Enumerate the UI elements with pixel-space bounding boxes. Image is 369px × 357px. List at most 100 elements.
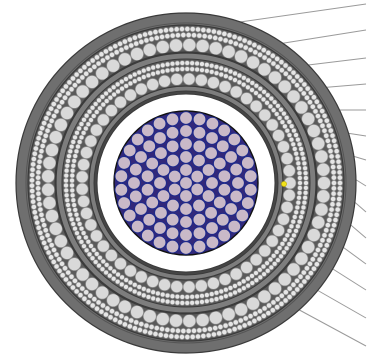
wire	[266, 302, 273, 309]
wire	[191, 32, 197, 39]
outer-armour-wires	[41, 38, 331, 328]
wire	[321, 232, 328, 239]
wire	[213, 70, 220, 76]
leader-line	[277, 29, 367, 45]
wire	[274, 111, 280, 117]
wire	[77, 195, 90, 208]
wire	[336, 185, 343, 192]
wire	[319, 108, 326, 115]
wire	[313, 98, 320, 105]
wire	[65, 202, 71, 208]
wire	[217, 36, 224, 43]
wire	[286, 74, 293, 81]
wire	[189, 26, 196, 33]
wire	[325, 237, 332, 244]
wire	[170, 280, 184, 293]
wire	[245, 275, 251, 282]
wire	[102, 48, 109, 55]
conductor-strand	[205, 221, 219, 235]
conductor-strand	[227, 219, 242, 234]
wire	[78, 134, 85, 141]
wire	[332, 217, 339, 224]
wire	[297, 175, 303, 181]
wire	[184, 60, 190, 66]
wire	[67, 211, 73, 218]
wire	[118, 313, 125, 320]
wire	[257, 62, 272, 77]
wire	[78, 239, 85, 245]
wire	[38, 211, 45, 218]
wire	[37, 206, 44, 213]
wire	[35, 174, 42, 181]
wire	[309, 256, 316, 263]
wire	[278, 59, 285, 66]
wire	[72, 134, 78, 141]
wire	[103, 269, 109, 276]
wire	[184, 334, 191, 340]
wire	[71, 82, 78, 89]
wire	[141, 286, 147, 292]
wire	[270, 299, 277, 306]
wire	[301, 199, 308, 206]
wire	[208, 41, 223, 56]
wire	[222, 322, 229, 329]
wire	[180, 328, 187, 334]
wire	[53, 263, 60, 270]
wire	[268, 70, 282, 85]
wire	[70, 221, 76, 227]
wire	[221, 307, 236, 322]
wire	[63, 83, 69, 90]
wire	[114, 81, 121, 88]
wire	[85, 239, 92, 245]
wire	[249, 280, 256, 286]
conductor-strand	[179, 124, 193, 138]
wire	[66, 280, 73, 287]
wire	[148, 36, 155, 43]
wire	[249, 273, 255, 279]
wire	[132, 78, 138, 84]
wire	[201, 326, 208, 333]
wire	[316, 189, 331, 204]
wire	[316, 103, 323, 110]
wire	[96, 113, 110, 127]
conductor-strand	[201, 189, 216, 203]
wire	[100, 101, 106, 108]
wire	[35, 196, 42, 202]
wire	[35, 180, 41, 186]
wire	[87, 292, 94, 299]
wire	[99, 266, 106, 272]
wire	[124, 264, 137, 278]
wire	[195, 26, 201, 33]
wire	[296, 190, 303, 196]
wire	[249, 253, 263, 267]
wire	[194, 299, 200, 306]
wire	[212, 34, 219, 41]
wire	[83, 289, 90, 296]
wire	[90, 123, 103, 137]
wire	[92, 259, 99, 265]
wire	[106, 293, 121, 308]
wire	[301, 240, 316, 254]
wire	[123, 44, 130, 51]
wire	[274, 304, 281, 311]
wire	[84, 218, 98, 232]
wire	[48, 105, 55, 112]
wire	[246, 55, 260, 70]
conductor-strand	[179, 202, 193, 216]
wire	[286, 119, 293, 125]
wire	[115, 88, 121, 95]
wire	[253, 83, 260, 89]
wire	[30, 161, 37, 168]
wire	[316, 162, 331, 177]
wire	[63, 167, 70, 174]
wire	[261, 271, 267, 277]
wire	[42, 227, 49, 234]
wire	[107, 87, 113, 94]
wire	[91, 113, 97, 119]
wire	[182, 314, 197, 328]
wire	[189, 66, 195, 72]
wire	[78, 121, 85, 127]
wire	[249, 80, 256, 86]
wire	[39, 217, 46, 223]
wire	[35, 185, 42, 192]
